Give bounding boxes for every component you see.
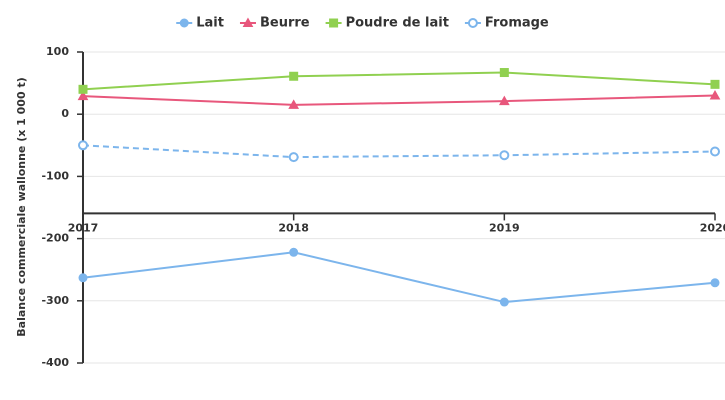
marker <box>329 18 339 28</box>
marker <box>179 18 189 28</box>
marker <box>499 150 510 161</box>
y-tick-label: 0 <box>61 107 69 120</box>
y-tick-label: -200 <box>41 232 69 245</box>
x-tick-label: 2017 <box>68 221 99 234</box>
marker <box>709 90 721 100</box>
line <box>82 144 716 159</box>
marker <box>289 71 299 81</box>
legend-item: Lait <box>176 16 224 31</box>
line <box>82 94 716 106</box>
legend-item: Beurre <box>239 16 310 31</box>
marker <box>289 247 299 257</box>
legend-label: Lait <box>196 16 224 31</box>
marker <box>242 17 254 27</box>
marker <box>78 84 88 94</box>
y-tick-label: -300 <box>41 294 69 307</box>
y-tick-label: -400 <box>41 356 69 369</box>
marker <box>710 278 720 288</box>
marker <box>499 68 509 78</box>
x-tick-label: 2019 <box>489 221 520 234</box>
legend-item: Fromage <box>464 16 549 31</box>
x-tick-label: 2018 <box>278 221 309 234</box>
legend-label: Beurre <box>260 16 310 31</box>
marker <box>498 95 510 106</box>
legend-label: Poudre de lait <box>346 16 449 31</box>
marker <box>78 140 88 151</box>
marker <box>288 99 300 109</box>
x-tick-label: 2020 <box>700 221 725 234</box>
line <box>82 251 716 304</box>
y-tick-label: 100 <box>46 45 69 58</box>
marker <box>78 273 88 283</box>
marker <box>77 90 89 101</box>
legend: Lait Beurre Poudre de lait Fromage <box>176 16 549 31</box>
legend-item: Poudre de lait <box>325 16 449 31</box>
marker <box>467 18 478 28</box>
marker <box>710 79 720 89</box>
marker <box>710 146 720 157</box>
legend-label: Fromage <box>485 16 549 31</box>
y-axis-label: Balance commerciale wallonne (x 1 000 t) <box>15 77 28 336</box>
marker <box>499 297 509 307</box>
marker <box>288 152 299 163</box>
y-tick-label: -100 <box>41 169 69 182</box>
line <box>82 71 716 91</box>
